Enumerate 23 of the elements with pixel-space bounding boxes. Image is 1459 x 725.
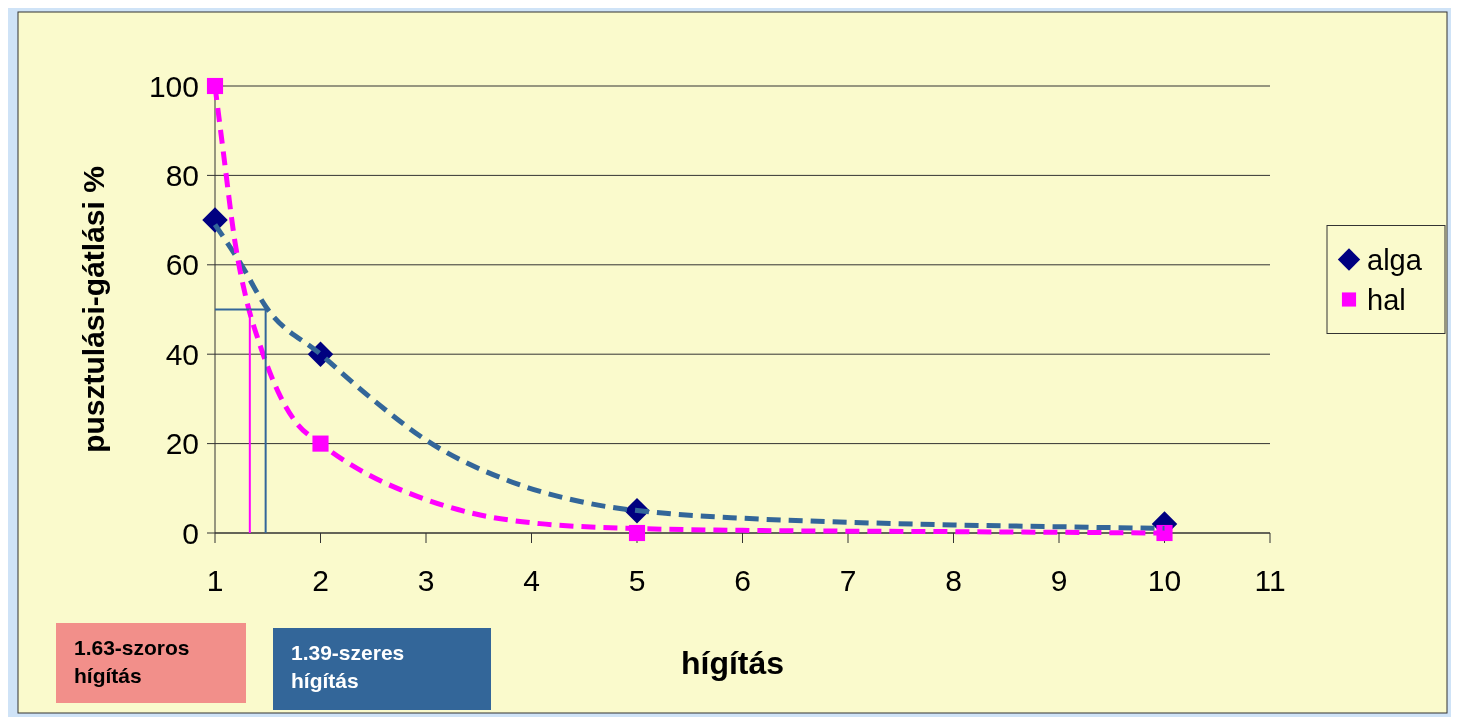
x-tick-label: 1 — [206, 564, 224, 597]
x-tick-label: 7 — [839, 564, 857, 597]
legend-label: alga — [1367, 243, 1423, 276]
text: 1.39-szeres hígítás — [291, 641, 405, 692]
x-tick-label: 3 — [417, 564, 435, 597]
x-tick-label: 5 — [628, 564, 646, 597]
y-tick-label: 20 — [165, 427, 199, 461]
x-tick-label: 4 — [523, 564, 540, 597]
y-axis-title: pusztulási-gátlási % — [77, 166, 110, 453]
y-tick-label: 60 — [165, 248, 199, 282]
x-tick-label: 11 — [1254, 564, 1286, 597]
x-tick-label: 9 — [1050, 564, 1068, 597]
y-tick-label: 80 — [165, 158, 199, 192]
y-tick-label: 100 — [148, 69, 199, 103]
x-tick-label: 6 — [734, 564, 751, 597]
legend-label: hal — [1367, 283, 1406, 316]
y-tick-label: 40 — [165, 337, 199, 371]
y-tick-label: 0 — [182, 516, 199, 550]
x-tick-label: 2 — [312, 564, 329, 597]
x-tick-label: 10 — [1147, 564, 1182, 597]
text: 1.63-szoros hígítás — [74, 636, 190, 687]
x-axis-title: hígítás — [680, 645, 785, 681]
x-tick-label: 8 — [945, 564, 962, 597]
